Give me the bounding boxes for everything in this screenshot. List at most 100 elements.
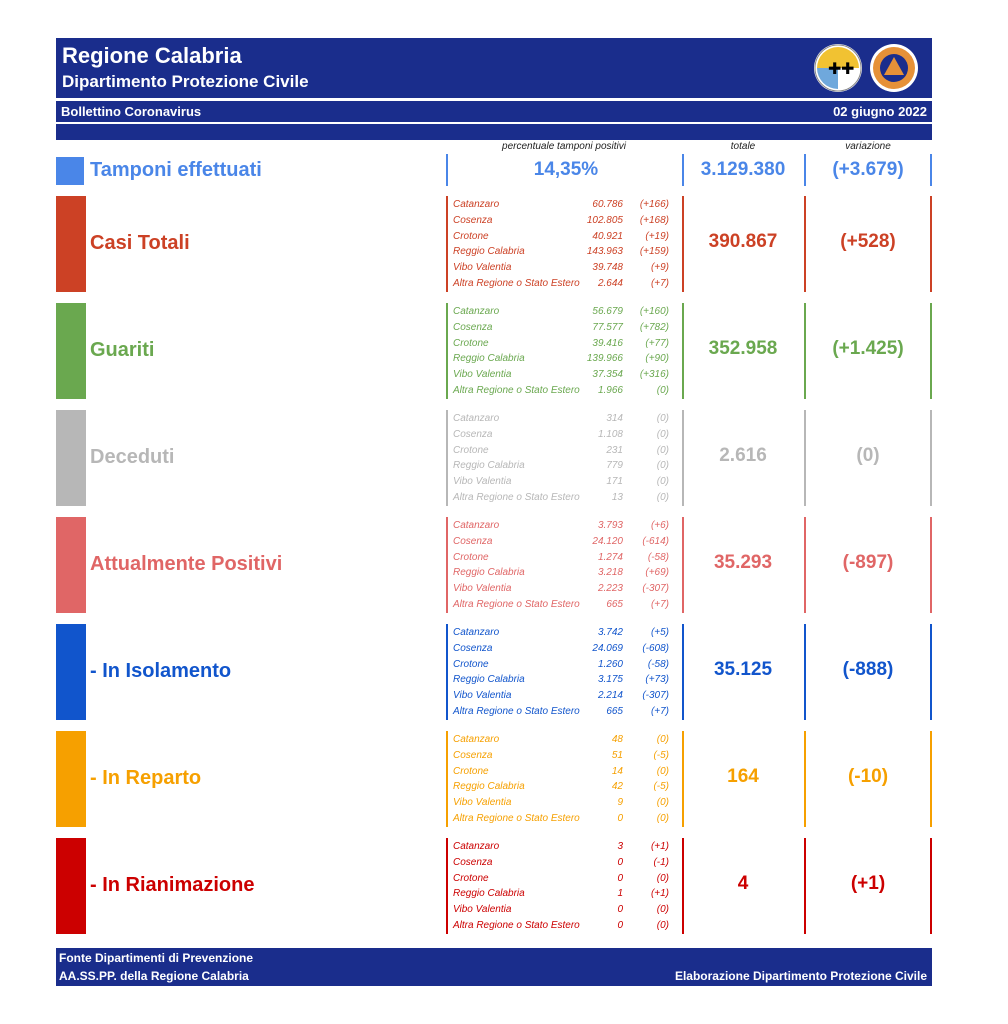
province-diff: (+160) [639, 306, 669, 317]
tamponi-var: (+3.679) [832, 159, 904, 180]
province-row: Catanzaro 3.742 (+5) [453, 627, 683, 642]
footer-asp: AA.SS.PP. della Regione Calabria [59, 969, 249, 983]
province-value: 143.963 [586, 246, 623, 258]
section-total: 164 [727, 766, 759, 787]
province-name: Cosenza [453, 749, 493, 761]
province-diff: (0) [656, 385, 669, 396]
section-label: - In Rianimazione [90, 874, 255, 896]
province-value: 231 [606, 444, 623, 456]
province-diff: (+166) [639, 199, 669, 210]
province-diff: (+316) [639, 369, 669, 381]
page-subtitle: Dipartimento Protezione Civile [62, 72, 309, 91]
province-row: Reggio Calabria 779 (0) [453, 460, 683, 475]
province-row: Vibo Valentia 2.223 (-307) [453, 583, 683, 598]
province-name: Crotone [453, 658, 489, 670]
province-row: Reggio Calabria 143.963 (+159) [453, 246, 683, 261]
province-diff: (0) [656, 765, 669, 777]
province-name: Catanzaro [453, 520, 500, 531]
province-diff: (0) [656, 813, 669, 824]
section-1: Guariti Catanzaro 56.679 (+160) Cosenza 77.57… [56, 303, 932, 399]
section-variation: (-888) [842, 659, 894, 680]
province-name: Cosenza [453, 428, 493, 440]
province-diff: (-307) [642, 690, 669, 702]
province-diff: (0) [656, 904, 669, 916]
section-color-bar [56, 410, 86, 506]
province-value: 171 [606, 476, 623, 488]
divider [804, 154, 806, 186]
province-value: 51 [611, 749, 623, 761]
province-name: Altra Regione o Stato Estero [453, 599, 580, 610]
province-row: Vibo Valentia 37.354 (+316) [453, 369, 683, 384]
province-diff: (+1) [650, 888, 669, 900]
province-row: Altra Regione o Stato Estero 0 (0) [453, 920, 683, 935]
province-name: Crotone [453, 551, 489, 563]
province-diff: (-5) [653, 749, 669, 761]
divider [930, 196, 932, 292]
section-6: - In Rianimazione Catanzaro 3 (+1) Cosenza 0 (… [56, 838, 932, 934]
bulletin-label: Bollettino Coronavirus [61, 104, 202, 119]
province-name: Altra Regione o Stato Estero [453, 385, 580, 396]
divider [446, 154, 448, 186]
province-name: Catanzaro [453, 199, 500, 210]
province-name: Vibo Valentia [453, 904, 512, 916]
province-row: Altra Regione o Stato Estero 13 (0) [453, 492, 683, 507]
province-value: 0 [617, 920, 623, 931]
province-name: Reggio Calabria [453, 674, 525, 686]
province-row: Vibo Valentia 2.214 (-307) [453, 690, 683, 705]
province-diff: (+77) [645, 337, 669, 349]
province-value: 1.108 [597, 428, 623, 440]
province-value: 3.793 [597, 520, 623, 531]
section-color-bar [56, 303, 86, 399]
province-value: 1.260 [597, 658, 623, 670]
province-value: 314 [606, 413, 623, 424]
divider [804, 838, 806, 934]
section-label: Deceduti [90, 446, 175, 468]
province-name: Vibo Valentia [453, 797, 512, 809]
province-value: 2.223 [597, 583, 623, 595]
divider [930, 303, 932, 399]
divider [930, 517, 932, 613]
section-total: 35.125 [713, 659, 773, 680]
province-diff: (-307) [642, 583, 669, 595]
province-row: Cosenza 102.805 (+168) [453, 215, 683, 230]
province-diff: (0) [656, 460, 669, 472]
province-name: Crotone [453, 337, 489, 349]
province-value: 0 [617, 856, 623, 868]
province-diff: (-58) [647, 658, 669, 670]
province-name: Reggio Calabria [453, 353, 525, 365]
province-name: Crotone [453, 444, 489, 456]
province-row: Cosenza 51 (-5) [453, 750, 683, 765]
province-value: 0 [617, 813, 623, 824]
divider [804, 731, 806, 827]
section-variation: (+1) [850, 873, 886, 894]
section-2: Deceduti Catanzaro 314 (0) Cosenza 1.108 (0) Cr… [56, 410, 932, 506]
protezione-civile-logo-icon [870, 44, 918, 92]
section-label: - In Reparto [90, 767, 202, 789]
province-name: Vibo Valentia [453, 476, 512, 488]
tamponi-pct: 14,35% [533, 159, 599, 180]
province-row: Cosenza 1.108 (0) [453, 429, 683, 444]
province-name: Catanzaro [453, 841, 500, 852]
footer-source: Fonte Dipartimenti di Prevenzione [59, 951, 254, 965]
province-value: 37.354 [592, 369, 623, 381]
section-color-bar [56, 196, 86, 292]
province-name: Altra Regione o Stato Estero [453, 813, 580, 824]
tamponi-label: Tamponi effettuati [90, 159, 262, 181]
province-diff: (0) [656, 797, 669, 809]
divider [804, 410, 806, 506]
province-name: Cosenza [453, 642, 493, 654]
province-value: 24.120 [592, 535, 623, 547]
province-row: Vibo Valentia 9 (0) [453, 797, 683, 812]
province-value: 3 [617, 841, 623, 852]
province-row: Crotone 231 (0) [453, 445, 683, 460]
province-name: Reggio Calabria [453, 888, 525, 900]
province-row: Crotone 40.921 (+19) [453, 231, 683, 246]
province-diff: (+159) [639, 246, 669, 258]
province-value: 1.966 [597, 385, 623, 396]
province-value: 1 [617, 888, 623, 900]
province-row: Vibo Valentia 39.748 (+9) [453, 262, 683, 277]
province-row: Reggio Calabria 1 (+1) [453, 888, 683, 903]
divider [804, 196, 806, 292]
footer-elaborazione: Elaborazione Dipartimento Protezione Civ… [674, 969, 927, 983]
section-4: - In Isolamento Catanzaro 3.742 (+5) Cosenza… [56, 624, 932, 720]
